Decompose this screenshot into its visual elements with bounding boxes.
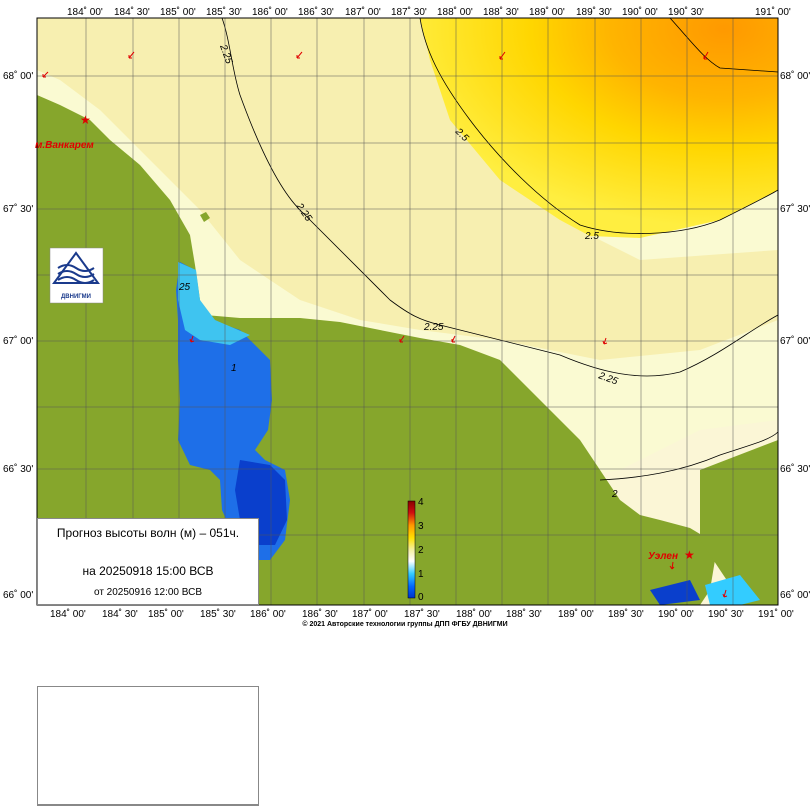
colorbar-tick: 1 bbox=[418, 569, 424, 580]
forecast-issued-time: от 20250916 12:00 ВСВ bbox=[93, 587, 202, 598]
map-frame bbox=[36, 17, 779, 606]
contour-label: 2 bbox=[611, 489, 618, 500]
lon-tick: 190˚ 00' bbox=[658, 608, 694, 620]
sea-zone-2.25 bbox=[37, 18, 778, 360]
lat-tick: 66˚ 30' bbox=[780, 463, 810, 475]
contour-2 bbox=[599, 431, 778, 481]
lon-tick: 189˚ 30' bbox=[608, 608, 644, 620]
contour-label: 2.5 bbox=[584, 231, 599, 242]
logo-text: ДВНИГМИ bbox=[61, 294, 91, 300]
lon-tick: 187˚ 00' bbox=[345, 6, 381, 18]
lon-tick: 188˚ 30' bbox=[506, 608, 542, 620]
forecast-valid-time: на 20250918 15:00 ВСВ bbox=[82, 564, 214, 578]
lon-tick: 184˚ 30' bbox=[114, 6, 150, 18]
lon-tick: 185˚ 00' bbox=[148, 608, 184, 620]
land-east bbox=[700, 440, 778, 605]
lon-tick: 186˚ 00' bbox=[252, 6, 288, 18]
lon-tick: 188˚ 00' bbox=[456, 608, 492, 620]
contour-ne bbox=[669, 18, 778, 73]
lon-tick: 189˚ 00' bbox=[558, 608, 594, 620]
lon-tick: 189˚ 30' bbox=[576, 6, 612, 18]
colorbar-tick: 3 bbox=[418, 521, 424, 532]
vankarem-star: ★ bbox=[80, 113, 91, 127]
lat-tick: 67˚ 00' bbox=[3, 335, 33, 347]
lat-tick: 67˚ 30' bbox=[780, 203, 810, 215]
contour-2.5 bbox=[419, 18, 778, 234]
lat-tick: 66˚ 00' bbox=[780, 589, 810, 601]
longitude-labels-top: 184˚ 00' 184˚ 30' 185˚ 00' 185˚ 30' 186˚… bbox=[67, 6, 791, 18]
place-label-vankarem: м.Ванкарем bbox=[35, 140, 94, 151]
bay-east-shallow bbox=[705, 575, 760, 605]
lat-tick: 68˚ 00' bbox=[780, 70, 810, 82]
sea-zone-2.5 bbox=[420, 18, 778, 238]
contour-label: 1 bbox=[231, 363, 237, 374]
lon-tick: 187˚ 30' bbox=[404, 608, 440, 620]
island-east bbox=[650, 580, 700, 605]
lat-tick: 67˚ 30' bbox=[3, 203, 33, 215]
lon-tick: 190˚ 00' bbox=[622, 6, 658, 18]
bay-shallow bbox=[178, 262, 250, 345]
place-label-uelen: Уэлен bbox=[648, 551, 678, 562]
forecast-textbox: Прогноз высоты волн (м) – 051ч. на 20250… bbox=[37, 518, 259, 605]
lon-tick: 191˚ 00' bbox=[755, 6, 791, 18]
lon-tick: 184˚ 00' bbox=[50, 608, 86, 620]
lon-tick: 190˚ 30' bbox=[668, 6, 704, 18]
lon-tick: 191˚ 00' bbox=[758, 608, 794, 620]
graticule bbox=[37, 18, 778, 605]
lon-tick: 185˚ 30' bbox=[206, 6, 242, 18]
latitude-labels-left: 68˚ 00' 67˚ 30' 67˚ 00' 66˚ 30' 66˚ 00' bbox=[3, 70, 33, 601]
colorbar-tick: 2 bbox=[418, 545, 424, 556]
lon-tick: 186˚ 00' bbox=[250, 608, 286, 620]
uelen-star: ★ bbox=[684, 548, 695, 562]
colorbar-legend: 4 3 2 1 0 bbox=[407, 497, 424, 603]
island bbox=[200, 212, 210, 222]
lon-tick: 184˚ 30' bbox=[102, 608, 138, 620]
forecast-title: Прогноз высоты волн (м) – 051ч. bbox=[56, 526, 240, 540]
dvnigmi-logo: ДВНИГМИ bbox=[49, 247, 104, 304]
lon-tick: 188˚ 00' bbox=[437, 6, 473, 18]
lon-tick: 186˚ 30' bbox=[302, 608, 338, 620]
lat-tick: 66˚ 30' bbox=[3, 463, 33, 475]
contour-2.25-east bbox=[439, 314, 778, 377]
wave-direction-arrows bbox=[42, 51, 728, 598]
colorbar-tick: 4 bbox=[418, 497, 424, 508]
lon-tick: 187˚ 00' bbox=[352, 608, 388, 620]
lat-tick: 66˚ 00' bbox=[3, 589, 33, 601]
contour-label: 2.25 bbox=[423, 322, 444, 333]
lon-tick: 185˚ 00' bbox=[160, 6, 196, 18]
lat-tick: 67˚ 00' bbox=[780, 335, 810, 347]
lon-tick: 189˚ 00' bbox=[529, 6, 565, 18]
lon-tick: 185˚ 30' bbox=[200, 608, 236, 620]
longitude-labels-bottom: 184˚ 00' 184˚ 30' 185˚ 00' 185˚ 30' 186˚… bbox=[50, 608, 794, 620]
colorbar bbox=[407, 500, 416, 599]
lon-tick: 187˚ 30' bbox=[391, 6, 427, 18]
land-chukotka bbox=[37, 95, 715, 605]
lon-tick: 188˚ 30' bbox=[483, 6, 519, 18]
forecast-label bbox=[37, 686, 259, 805]
contour-label: 25 bbox=[178, 282, 191, 293]
latitude-labels-right: 68˚ 00' 67˚ 30' 67˚ 00' 66˚ 30' 66˚ 00' bbox=[780, 70, 810, 601]
contour-2.25-west bbox=[221, 18, 441, 326]
lon-tick: 186˚ 30' bbox=[298, 6, 334, 18]
lat-tick: 68˚ 00' bbox=[3, 70, 33, 82]
lon-tick: 184˚ 00' bbox=[67, 6, 103, 18]
lon-tick: 190˚ 30' bbox=[708, 608, 744, 620]
colorbar-tick: 0 bbox=[418, 592, 424, 603]
copyright-credit: © 2021 Авторские технологии группы ДПП Ф… bbox=[302, 621, 508, 628]
